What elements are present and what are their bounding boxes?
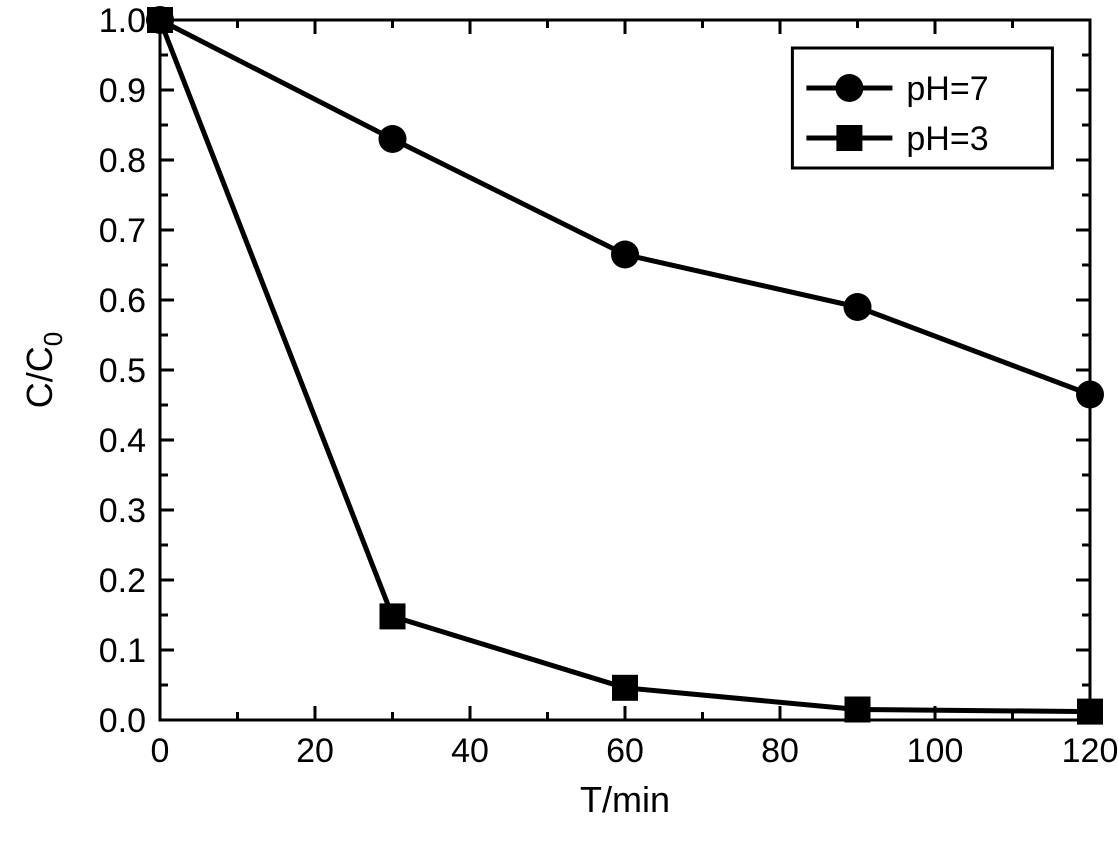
legend-marker-circle — [835, 74, 863, 102]
y-tick-label: 0.8 — [99, 142, 146, 180]
marker-circle — [611, 241, 639, 269]
marker-circle — [379, 125, 407, 153]
x-tick-label: 100 — [907, 732, 964, 770]
x-tick-label: 40 — [451, 732, 489, 770]
y-axis-label: C/C0 — [19, 332, 68, 408]
marker-circle — [844, 293, 872, 321]
y-tick-label: 0.2 — [99, 562, 146, 600]
y-tick-label: 0.5 — [99, 352, 146, 390]
chart-container: 0 20 40 60 80 100 120 0.0 0.1 0.2 0.3 0.4 0.5 0.6 0.7 0… — [0, 0, 1118, 841]
x-axis-label: T/min — [580, 779, 670, 820]
y-tick-label: 0.7 — [99, 212, 146, 250]
y-tick-label: 0.0 — [99, 702, 146, 740]
legend-marker-square — [836, 125, 862, 151]
y-tick-label: 1.0 — [99, 2, 146, 40]
legend-label: pH=3 — [906, 120, 988, 158]
x-tick-label: 120 — [1062, 732, 1118, 770]
legend-label: pH=7 — [906, 70, 988, 108]
x-tick-label: 60 — [606, 732, 644, 770]
x-tick-label: 0 — [151, 732, 170, 770]
y-tick-label: 0.4 — [99, 422, 146, 460]
marker-square — [380, 603, 406, 629]
x-tick-label: 80 — [761, 732, 799, 770]
marker-square — [1077, 699, 1103, 725]
marker-square — [612, 675, 638, 701]
marker-square — [845, 697, 871, 723]
y-tick-label: 0.3 — [99, 492, 146, 530]
y-tick-label: 0.1 — [99, 632, 146, 670]
y-tick-label: 0.6 — [99, 282, 146, 320]
marker-square — [147, 7, 173, 33]
marker-circle — [1076, 381, 1104, 409]
x-tick-label: 20 — [296, 732, 334, 770]
chart-svg: 0 20 40 60 80 100 120 0.0 0.1 0.2 0.3 0.4 0.5 0.6 0.7 0… — [0, 0, 1118, 841]
y-tick-label: 0.9 — [99, 72, 146, 110]
